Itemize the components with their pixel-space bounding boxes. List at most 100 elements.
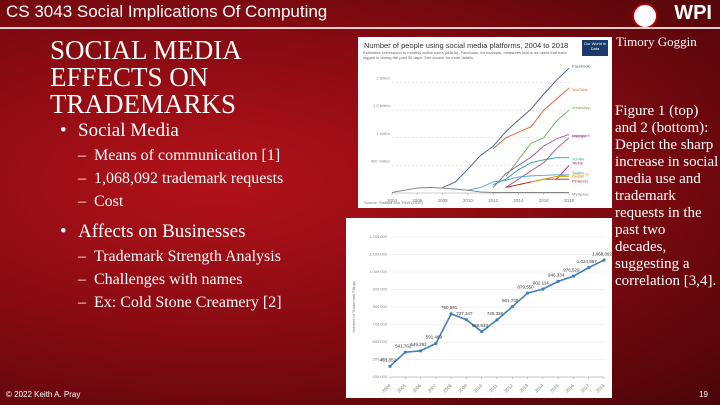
badge-box: Our World in Data xyxy=(583,41,607,51)
footer: © 2022 Keith A. Pray xyxy=(6,390,81,399)
x-tick-label: 2005 xyxy=(396,383,407,394)
x-tick-label: 2014 xyxy=(513,198,524,203)
data-point xyxy=(449,312,453,316)
y-tick-label: 1,000,000 xyxy=(369,269,388,274)
y-tick-label: 400,000 xyxy=(373,374,388,379)
data-point xyxy=(464,318,469,322)
series-line xyxy=(442,67,570,188)
series-line xyxy=(467,174,569,191)
value-label: 1,024,967 xyxy=(577,259,598,264)
y-tick-label: 900,000 xyxy=(373,287,388,292)
data-point xyxy=(434,341,438,346)
y-tick-label: 1,100,000 xyxy=(369,252,388,257)
data-point xyxy=(480,330,484,334)
data-point xyxy=(602,258,606,262)
series-label: Reddit xyxy=(572,174,584,179)
series-line xyxy=(505,137,570,188)
series-line xyxy=(530,175,569,183)
x-tick-label: 2004 xyxy=(381,383,392,394)
series-label: WeChat xyxy=(572,134,587,139)
series-label: Facebook xyxy=(572,63,590,68)
value-label: 976,529 xyxy=(563,267,580,272)
data-point xyxy=(571,274,576,278)
x-tick-label: 2009 xyxy=(457,383,468,394)
x-tick-label: 2008 xyxy=(438,198,449,203)
chart-title: Number of people using social media plat… xyxy=(364,41,568,50)
source: Source: Statista and TNW (2019) xyxy=(364,200,424,205)
slide-title: SOCIAL MEDIA EFFECTS ON TRADEMARKS xyxy=(50,35,241,119)
x-tick-label: 2016 xyxy=(539,198,550,203)
data-point xyxy=(587,266,591,270)
y-tick-label: 700,000 xyxy=(373,322,388,327)
badge-bg xyxy=(582,40,608,56)
data-point xyxy=(556,279,560,283)
bullet-list: Social Media Means of communication [1] 1,… xyxy=(60,110,350,312)
x-tick-label: 2018 xyxy=(564,198,575,203)
x-tick-label: 2018 xyxy=(595,383,606,394)
series-line xyxy=(505,109,570,177)
series-line xyxy=(492,157,569,186)
value-label: 879,550 xyxy=(517,284,534,289)
sub-bullet: Means of communication [1] xyxy=(60,147,350,165)
x-tick-label: 2014 xyxy=(534,383,545,394)
series-label: WhatsApp xyxy=(572,105,591,110)
author: Timory Goggin xyxy=(616,34,697,49)
series-line xyxy=(492,87,570,150)
data-point xyxy=(403,350,407,354)
data-point xyxy=(525,291,530,295)
x-tick-label: 2006 xyxy=(412,383,423,394)
y-tick-label: 1 billion xyxy=(376,131,390,136)
y-tick-label: 1,200,000 xyxy=(369,234,388,239)
caption: Figure 1 (top) and 2 (bottom): Depict th… xyxy=(615,103,719,289)
series-line xyxy=(492,134,570,188)
series-label: Snapchat xyxy=(572,171,590,176)
chart-subtitle: Estimates correspond to monthly active u… xyxy=(363,50,567,60)
value-label: 549,282 xyxy=(410,342,427,347)
x-tick-label: 2010 xyxy=(473,383,484,394)
data-point xyxy=(418,349,423,353)
y-tick-label: 800,000 xyxy=(373,304,388,309)
value-label: 946,334 xyxy=(548,273,565,278)
series-line xyxy=(391,187,569,193)
bullet: Affects on Businesses xyxy=(60,221,350,243)
series-label: MySpace xyxy=(572,192,589,197)
x-tick-label: 2015 xyxy=(549,383,560,394)
x-tick-label: 2007 xyxy=(427,383,438,394)
x-tick-label: 2011 xyxy=(488,383,499,394)
value-label: 726,326 xyxy=(487,311,504,316)
sub-bullet: Cost xyxy=(60,193,350,211)
data-point xyxy=(388,364,392,368)
sub-bullet: 1,068,092 trademark requests xyxy=(60,170,350,188)
data-point xyxy=(495,318,499,322)
seal xyxy=(632,3,658,29)
y-tick-label: 2 billion xyxy=(376,76,390,81)
x-tick-label: 2012 xyxy=(503,383,514,394)
data-point xyxy=(510,305,514,309)
y-axis-label: Number of Trademark Filings xyxy=(351,281,356,333)
sub-bullet: Trademark Strength Analysis xyxy=(60,248,350,266)
value-label: 461,052 xyxy=(380,358,397,363)
x-tick-label: 2010 xyxy=(463,198,474,203)
value-label: 760,591 xyxy=(441,305,458,310)
badge: Our World in Data xyxy=(583,41,607,51)
value-label: 1,068,092 xyxy=(592,251,612,256)
value-label: 727,347 xyxy=(456,311,473,316)
series-label: YouTube xyxy=(572,87,588,92)
series-label: TikTok xyxy=(572,160,583,165)
value-label: 658,933 xyxy=(472,323,489,328)
series-label: Instagram xyxy=(572,133,590,138)
y-tick-label: 500,000 xyxy=(373,357,388,362)
x-tick-label: 2006 xyxy=(412,198,423,203)
x-tick-label: 2017 xyxy=(580,383,591,394)
y-tick-label: 1.5 billion xyxy=(373,103,390,108)
value-label: 591,489 xyxy=(426,335,443,340)
x-tick-label: 2016 xyxy=(564,383,575,394)
y-tick-label: 600,000 xyxy=(373,339,388,344)
data-point xyxy=(541,287,545,291)
figure-2: Number of Trademark Filings 400,000 500,00… xyxy=(346,218,612,398)
logo: WPI xyxy=(674,2,712,24)
value-label: 801,745 xyxy=(502,298,519,303)
y-tick-label: 500 million xyxy=(371,158,390,163)
course-name: CS 3043 Social Implications Of Computing xyxy=(6,2,328,21)
